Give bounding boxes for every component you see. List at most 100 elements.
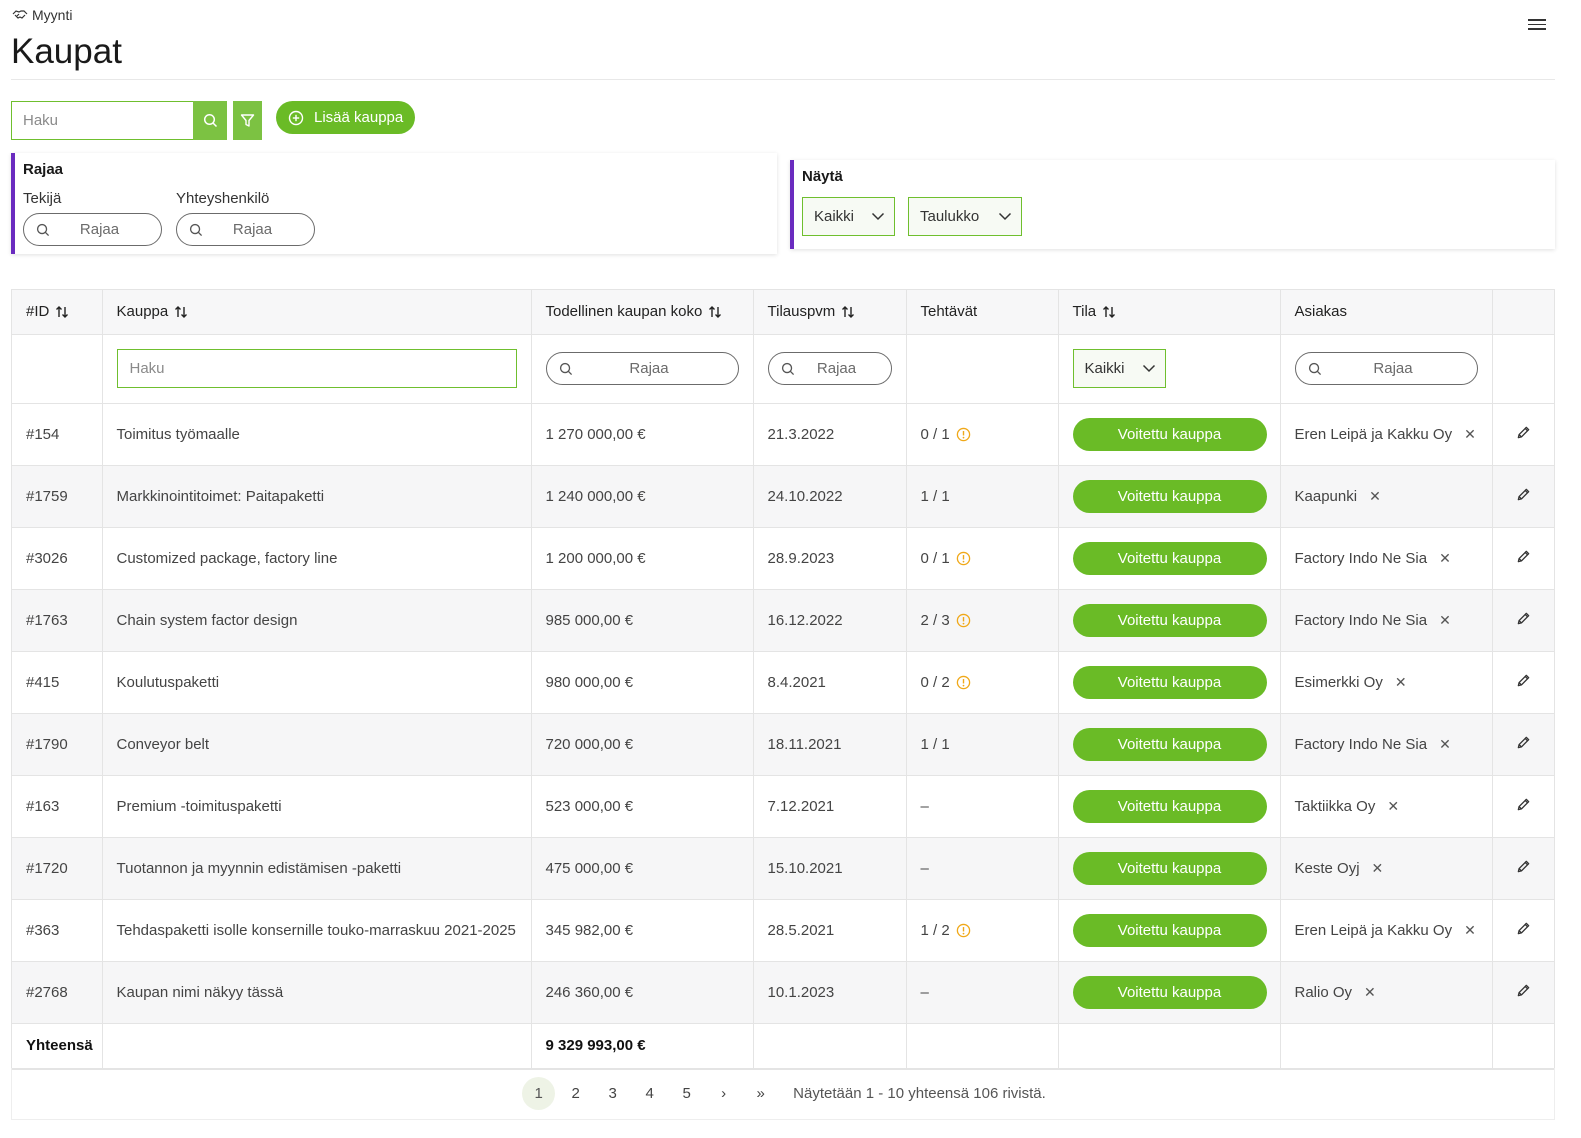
- remove-customer-icon[interactable]: ✕: [1439, 611, 1451, 628]
- table-row[interactable]: #415 Koulutuspaketti 980 000,00 €8.4.2021 0…: [12, 651, 1554, 714]
- customer-name[interactable]: Factory Indo Ne Sia: [1294, 611, 1428, 629]
- deal-name[interactable]: Tehdaspaketti isolle konsernille touko-m…: [102, 899, 532, 962]
- pencil-icon[interactable]: [1516, 797, 1531, 812]
- asiakas-filter-input[interactable]: Rajaa: [1294, 352, 1478, 385]
- deal-name[interactable]: Koulutuspaketti: [102, 651, 532, 714]
- remove-customer-icon[interactable]: ✕: [1369, 487, 1381, 504]
- remove-customer-icon[interactable]: ✕: [1439, 735, 1451, 752]
- page-button-5[interactable]: 5: [682, 1085, 691, 1102]
- tekija-filter-input[interactable]: Rajaa: [23, 213, 162, 246]
- pencil-icon[interactable]: [1516, 549, 1531, 564]
- page-button-2[interactable]: 2: [571, 1085, 580, 1102]
- filter-toggle-button[interactable]: [233, 101, 262, 140]
- pencil-icon[interactable]: [1516, 673, 1531, 688]
- pencil-icon[interactable]: [1516, 921, 1531, 936]
- table-row[interactable]: #154 Toimitus työmaalle 1 270 000,00 €21.3…: [12, 403, 1554, 466]
- deal-size: 1 240 000,00 €: [531, 465, 754, 528]
- table-row[interactable]: #1790 Conveyor belt 720 000,00 €18.11.2021…: [12, 713, 1554, 776]
- tasks-cell: 1 / 1: [906, 465, 1059, 528]
- deal-id: #1759: [12, 465, 103, 528]
- deal-size: 720 000,00 €: [531, 713, 754, 776]
- table-row[interactable]: #1763 Chain system factor design 985 000,0…: [12, 589, 1554, 652]
- deal-size: 1 200 000,00 €: [531, 527, 754, 590]
- pencil-icon[interactable]: [1516, 425, 1531, 440]
- deal-name[interactable]: Kaupan nimi näkyy tässä: [102, 961, 532, 1024]
- remove-customer-icon[interactable]: ✕: [1364, 983, 1376, 1000]
- customer-name[interactable]: Eren Leipä ja Kakku Oy: [1294, 425, 1453, 443]
- sort-icon[interactable]: [841, 305, 855, 319]
- customer-name[interactable]: Factory Indo Ne Sia: [1294, 549, 1428, 567]
- customer-name[interactable]: Taktiikka Oy: [1294, 797, 1376, 815]
- search-icon: [203, 113, 217, 128]
- customer-name[interactable]: Kaapunki: [1294, 487, 1358, 505]
- column-header-tila[interactable]: Tila: [1058, 290, 1281, 335]
- table-row[interactable]: #1759 Markkinointitoimet: Paitapaketti 1 2…: [12, 465, 1554, 528]
- column-header-koko[interactable]: Todellinen kaupan koko: [531, 290, 754, 335]
- status-badge[interactable]: Voitettu kauppa: [1072, 479, 1267, 513]
- status-badge[interactable]: Voitettu kauppa: [1072, 417, 1267, 451]
- status-badge[interactable]: Voitettu kauppa: [1072, 541, 1267, 575]
- search-input[interactable]: [11, 101, 193, 140]
- deal-name[interactable]: Markkinointitoimet: Paitapaketti: [102, 465, 532, 528]
- remove-customer-icon[interactable]: ✕: [1464, 921, 1476, 938]
- hamburger-menu-icon[interactable]: [1528, 16, 1546, 32]
- column-header-kauppa[interactable]: Kauppa: [102, 290, 532, 335]
- deal-name[interactable]: Premium -toimituspaketti: [102, 775, 532, 838]
- column-header-pvm[interactable]: Tilauspvm: [753, 290, 907, 335]
- tila-filter-select[interactable]: Kaikki: [1072, 349, 1166, 388]
- sort-icon[interactable]: [1102, 305, 1116, 319]
- deal-name[interactable]: Customized package, factory line: [102, 527, 532, 590]
- page-button-3[interactable]: 3: [608, 1085, 617, 1102]
- breadcrumb[interactable]: Myynti: [12, 7, 72, 23]
- status-badge[interactable]: Voitettu kauppa: [1072, 603, 1267, 637]
- add-deal-button[interactable]: Lisää kauppa: [276, 101, 415, 134]
- customer-name[interactable]: Ralio Oy: [1294, 983, 1353, 1001]
- remove-customer-icon[interactable]: ✕: [1394, 673, 1407, 690]
- customer-name[interactable]: Keste Oyj: [1294, 859, 1360, 877]
- remove-customer-icon[interactable]: ✕: [1439, 549, 1451, 566]
- remove-customer-icon[interactable]: ✕: [1371, 859, 1384, 876]
- table-row[interactable]: #363 Tehdaspaketti isolle konsernille tou…: [12, 899, 1554, 962]
- deal-name[interactable]: Tuotannon ja myynnin edistämisen -pakett…: [102, 837, 532, 900]
- kauppa-search-input[interactable]: [116, 349, 517, 388]
- table-row[interactable]: #3026 Customized package, factory line 1 2…: [12, 527, 1554, 590]
- table-row[interactable]: #2768 Kaupan nimi näkyy tässä 246 360,00 €…: [12, 961, 1554, 1024]
- pvm-filter-input[interactable]: Rajaa: [767, 352, 892, 385]
- status-badge[interactable]: Voitettu kauppa: [1072, 665, 1267, 699]
- customer-name[interactable]: Esimerkki Oy: [1294, 673, 1383, 691]
- search-button[interactable]: [193, 101, 227, 140]
- next-page-button[interactable]: ›: [721, 1085, 727, 1102]
- status-badge[interactable]: Voitettu kauppa: [1072, 727, 1267, 761]
- status-badge[interactable]: Voitettu kauppa: [1072, 913, 1267, 947]
- pencil-icon[interactable]: [1516, 983, 1531, 998]
- order-date: 10.1.2023: [753, 961, 907, 1024]
- pencil-icon[interactable]: [1516, 611, 1531, 626]
- last-page-button[interactable]: »: [756, 1085, 765, 1102]
- koko-filter-input[interactable]: Rajaa: [545, 352, 739, 385]
- status-badge[interactable]: Voitettu kauppa: [1072, 789, 1267, 823]
- deal-name[interactable]: Conveyor belt: [102, 713, 532, 776]
- status-badge[interactable]: Voitettu kauppa: [1072, 851, 1267, 885]
- table-row[interactable]: #1720 Tuotannon ja myynnin edistämisen -p…: [12, 837, 1554, 900]
- sort-icon[interactable]: [55, 305, 69, 319]
- deal-name[interactable]: Chain system factor design: [102, 589, 532, 652]
- yhteyshenkilo-filter-input[interactable]: Rajaa: [176, 213, 315, 246]
- deal-name[interactable]: Toimitus työmaalle: [102, 403, 532, 466]
- customer-name[interactable]: Factory Indo Ne Sia: [1294, 735, 1428, 753]
- sort-icon[interactable]: [708, 305, 722, 319]
- view-scope-select[interactable]: Kaikki: [802, 197, 895, 236]
- column-header-id[interactable]: #ID: [12, 290, 103, 335]
- remove-customer-icon[interactable]: ✕: [1387, 797, 1400, 814]
- remove-customer-icon[interactable]: ✕: [1464, 425, 1476, 442]
- status-badge[interactable]: Voitettu kauppa: [1072, 975, 1267, 1009]
- pencil-icon[interactable]: [1516, 487, 1531, 502]
- table-row[interactable]: #163 Premium -toimituspaketti 523 000,00 €…: [12, 775, 1554, 838]
- deal-size: 980 000,00 €: [531, 651, 754, 714]
- customer-name[interactable]: Eren Leipä ja Kakku Oy: [1294, 921, 1453, 939]
- page-button-1[interactable]: 1: [522, 1077, 556, 1110]
- pencil-icon[interactable]: [1516, 735, 1531, 750]
- pencil-icon[interactable]: [1516, 859, 1531, 874]
- view-mode-select[interactable]: Taulukko: [908, 197, 1022, 236]
- sort-icon[interactable]: [174, 305, 188, 319]
- page-button-4[interactable]: 4: [645, 1085, 654, 1102]
